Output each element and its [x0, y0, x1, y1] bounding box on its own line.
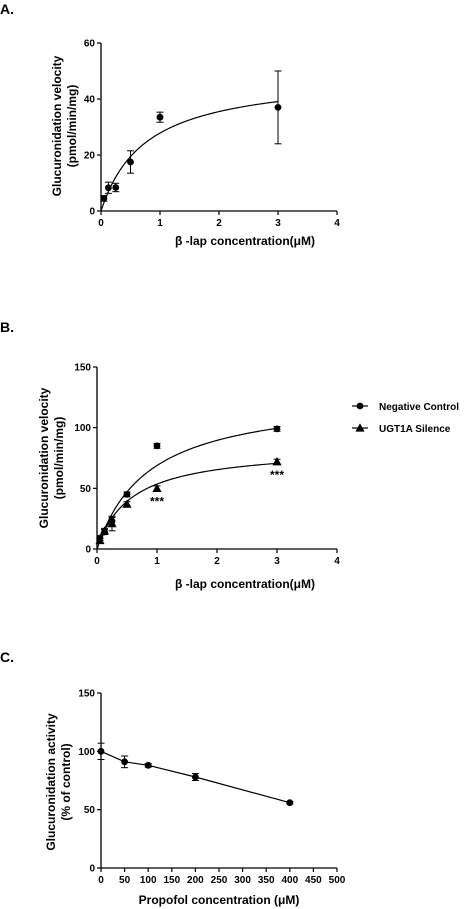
panel-b-x-tick-label: 0 — [94, 556, 100, 567]
panel-c-series-1-point — [144, 761, 152, 769]
panel-c-x-tick-label: 150 — [163, 875, 180, 886]
panel-b-x-tick-label: 4 — [334, 556, 340, 567]
panel-a-plot: 0 20 40 60 0 1 2 3 4 — [84, 39, 340, 230]
panel-c-x-tick-label: 100 — [140, 875, 157, 886]
panel-b-series-1-point — [153, 442, 161, 450]
panel-a-x-tick-label: 2 — [216, 218, 222, 229]
panel-c-y-tick-label: 50 — [84, 805, 96, 816]
panel-a-x-tick-label: 0 — [98, 218, 104, 229]
panel-b-ylabel-units: (pmol/min/mg) — [52, 417, 66, 500]
panel-c-xlabel: Propofol concentration (μM) — [139, 893, 300, 907]
legend-marker-1 — [356, 402, 364, 410]
panel-a-series-1-point — [104, 184, 112, 192]
panel-b-y-tick-label: 150 — [74, 363, 91, 374]
panel-b-series-1-point — [123, 491, 131, 498]
panel-c-label: C. — [0, 649, 14, 665]
panel-a-y-tick-label: 40 — [84, 95, 96, 106]
panel-c-series-1-point — [97, 747, 105, 755]
panel-c-series-1-point — [286, 799, 294, 807]
panel-b-series-1-fit-curve — [96, 427, 278, 550]
panel-a-y-tick-label: 0 — [89, 207, 95, 218]
panel-b-y-tick-label: 50 — [80, 484, 92, 495]
panel-a-xlabel: β -lap concentration(μM) — [175, 234, 315, 248]
panel-c-x-tick-label: 250 — [211, 875, 228, 886]
panel-a-series-1-point — [156, 113, 164, 121]
panel-b-significance-label: *** — [270, 468, 284, 482]
panel-b-x-tick-label: 1 — [154, 556, 160, 567]
panel-b-x-tick-label: 3 — [274, 556, 280, 567]
panel-b-series-2-point — [152, 483, 162, 493]
panel-a-ylabel: Glucuronidation velocity — [50, 55, 64, 196]
panel-a-series-1-point — [274, 104, 282, 111]
panel-c-y-tick-label: 0 — [89, 864, 95, 875]
panel-a-series-1-fit-curve — [100, 100, 279, 212]
panel-c-ylabel: Glucuronidation activity — [44, 713, 58, 851]
panel-b-series-2-point — [95, 535, 105, 545]
panel-a-series-1-point — [100, 195, 108, 202]
panel-a-x-tick-label: 4 — [334, 218, 340, 229]
panel-a-x-tick-label: 3 — [275, 218, 281, 229]
panel-b-series-2-point — [272, 457, 282, 466]
panel-c-x-tick-label: 350 — [258, 875, 275, 886]
panel-a-series-1-point — [127, 158, 134, 166]
panel-a-y-tick-label: 20 — [84, 151, 96, 162]
panel-c-x-tick-label: 50 — [119, 875, 131, 886]
panel-c-series-1-point — [121, 758, 128, 766]
panel-c-x-tick-label: 450 — [305, 875, 322, 886]
panel-a-label: A. — [0, 1, 14, 17]
panel-b-ylabel: Glucuronidation velocity — [37, 387, 51, 528]
panel-b-series-1-point — [273, 425, 281, 433]
panel-c-ylabel-units: (% of control) — [59, 743, 73, 820]
panel-c-x-tick-label: 300 — [234, 875, 251, 886]
panel-b-significance-label: *** — [150, 495, 164, 509]
panel-b-series-2-point — [122, 499, 132, 508]
panel-c-series-1-point — [192, 773, 199, 781]
panel-a-x-tick-label: 1 — [157, 218, 163, 229]
legend-marker-2 — [355, 423, 365, 432]
panel-b-y-tick-label: 100 — [74, 423, 91, 434]
panel-c-y-tick-label: 150 — [78, 689, 95, 700]
panel-c-x-tick-label: 500 — [329, 875, 346, 886]
panel-c-y-tick-label: 100 — [78, 747, 95, 758]
legend-label-1: Negative Control — [379, 402, 459, 413]
panel-b-plot: 0 50 100 150 0 1 2 3 4 *** *** — [74, 363, 340, 568]
panel-a-y-tick-label: 60 — [84, 39, 96, 50]
panel-b-label: B. — [0, 319, 14, 335]
panel-b-x-tick-label: 2 — [214, 556, 220, 567]
panel-b-series-2-point — [107, 518, 117, 528]
panel-a-ylabel-units: (pmol/min/mg) — [65, 85, 79, 168]
panel-c-plot: 0 50 100 150 0 50 100 150 200 250 300 350 400 450 500 — [78, 689, 345, 887]
panel-b-series-2-point — [99, 526, 110, 535]
panel-c-x-tick-label: 200 — [187, 875, 204, 886]
panel-a-series-1-point — [112, 184, 120, 191]
panel-b-y-tick-label: 0 — [85, 545, 91, 556]
legend-label-2: UGT1A Silence — [379, 424, 451, 435]
panel-b-xlabel: β -lap concentration(μM) — [175, 577, 315, 591]
panel-c-x-tick-label: 0 — [98, 875, 104, 886]
panel-b-legend: Negative Control UGT1A Silence — [352, 402, 459, 435]
panel-c-x-tick-label: 400 — [281, 875, 298, 886]
